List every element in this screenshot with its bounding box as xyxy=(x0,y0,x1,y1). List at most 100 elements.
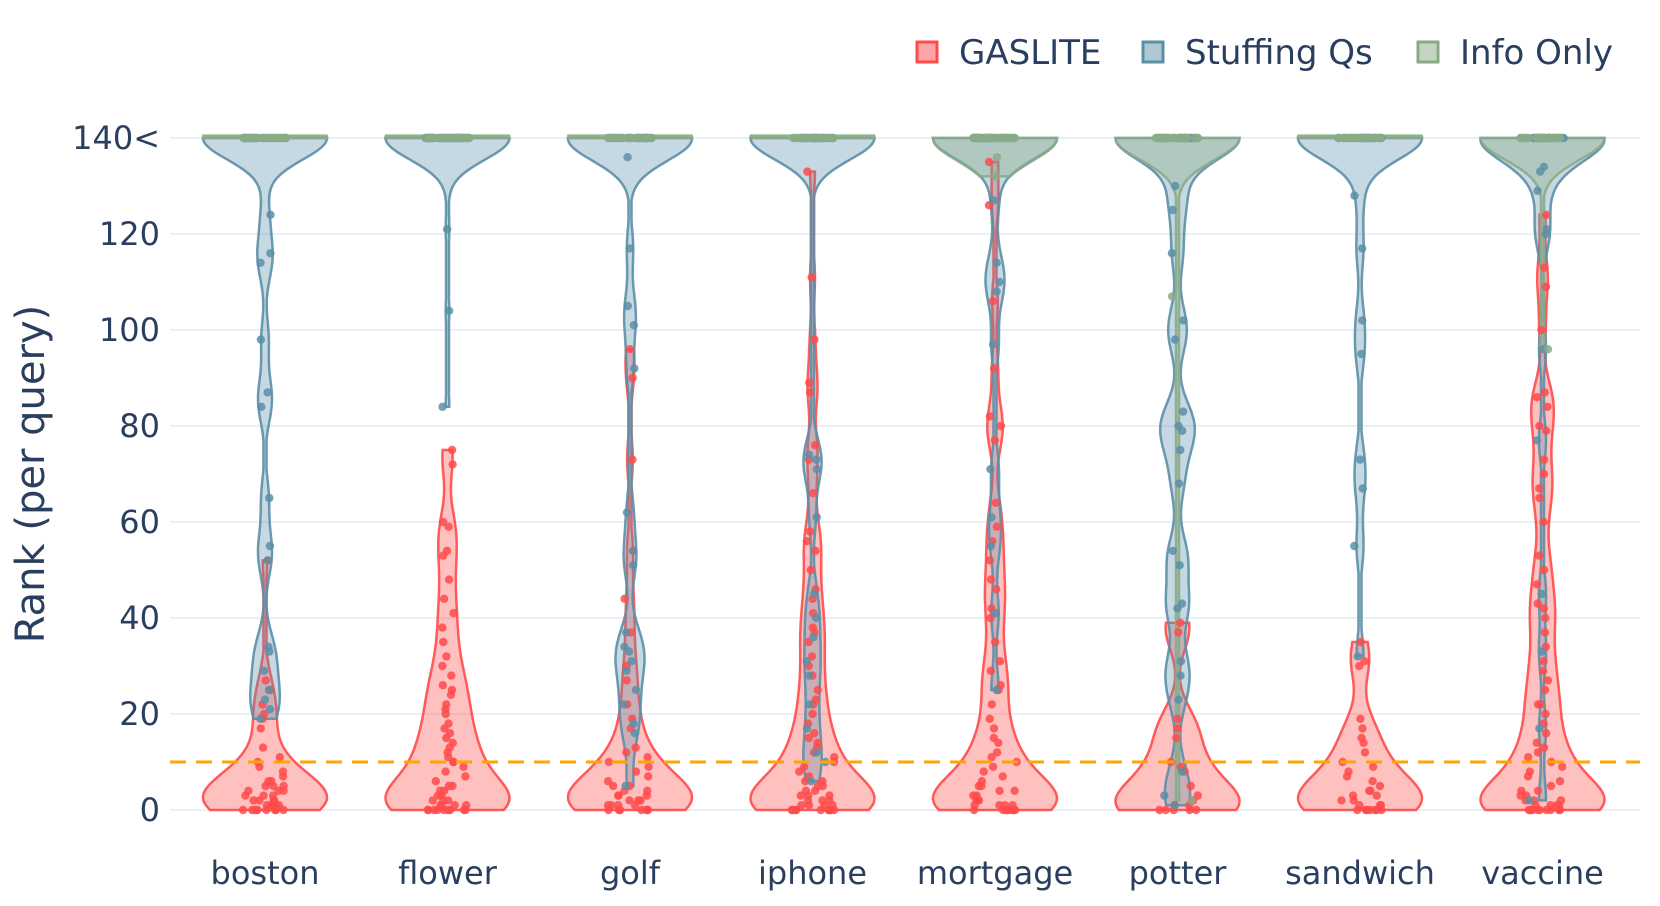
data-point xyxy=(265,541,275,551)
data-point xyxy=(810,133,819,143)
data-point xyxy=(442,652,451,661)
legend[interactable]: GASLITE Stuffing Qs Info Only xyxy=(915,33,1613,73)
data-point xyxy=(1333,133,1343,143)
data-point xyxy=(1357,133,1366,143)
data-point xyxy=(1176,618,1185,627)
data-point xyxy=(448,738,457,747)
data-point xyxy=(811,546,820,555)
data-point xyxy=(628,561,638,570)
data-point xyxy=(640,133,650,143)
x-category-labels: boston flower golf iphone mortgage potter sand… xyxy=(211,854,1604,892)
data-point xyxy=(622,508,632,517)
data-point xyxy=(266,249,275,258)
data-point xyxy=(1168,133,1177,143)
legend-swatch xyxy=(1141,40,1165,64)
data-point xyxy=(1517,133,1526,143)
data-point xyxy=(238,805,248,815)
data-point xyxy=(804,671,813,680)
data-point xyxy=(1008,801,1017,810)
data-point xyxy=(812,513,821,522)
data-point xyxy=(797,801,806,810)
data-point xyxy=(264,777,273,786)
data-point xyxy=(264,642,273,651)
data-point xyxy=(444,719,453,728)
data-point xyxy=(1532,738,1541,747)
data-point xyxy=(986,541,996,551)
data-point xyxy=(438,402,447,411)
data-point xyxy=(969,791,978,800)
data-point xyxy=(1533,748,1543,757)
data-point xyxy=(1360,748,1370,757)
data-point xyxy=(1176,671,1185,680)
data-point xyxy=(1537,647,1547,656)
data-point xyxy=(279,781,288,791)
data-point xyxy=(986,575,996,584)
data-point xyxy=(622,748,631,757)
legend-item[interactable]: Info Only xyxy=(1416,33,1613,73)
data-point xyxy=(448,460,457,469)
y-tick-labels: 0 20 40 60 80 100 120 140< xyxy=(72,119,160,829)
data-point xyxy=(462,801,471,810)
data-point xyxy=(1535,493,1544,503)
data-point xyxy=(809,633,818,642)
x-category-label: iphone xyxy=(758,854,867,892)
data-point xyxy=(256,724,265,733)
data-point xyxy=(619,700,629,709)
data-point xyxy=(1532,580,1542,589)
y-tick-label: 100 xyxy=(99,311,160,349)
data-point xyxy=(623,301,632,311)
data-point xyxy=(1348,791,1358,800)
data-point xyxy=(1532,436,1542,445)
data-point xyxy=(1358,316,1367,325)
data-point xyxy=(1161,805,1171,815)
data-point xyxy=(1375,781,1385,791)
legend-item[interactable]: GASLITE xyxy=(915,33,1101,73)
data-point xyxy=(990,436,999,445)
data-point xyxy=(449,609,458,618)
data-point xyxy=(261,133,271,143)
data-point xyxy=(257,402,266,411)
legend-item[interactable]: Stuffing Qs xyxy=(1141,33,1373,73)
data-point xyxy=(810,729,819,738)
data-point xyxy=(431,777,440,786)
data-point xyxy=(1178,407,1188,416)
data-point xyxy=(812,748,821,757)
data-point xyxy=(621,628,631,637)
data-point xyxy=(1355,801,1364,810)
data-point xyxy=(643,805,653,815)
data-point xyxy=(806,565,815,575)
data-point xyxy=(1558,762,1567,771)
data-point xyxy=(1192,805,1201,815)
data-point xyxy=(802,724,812,733)
data-point xyxy=(251,133,260,143)
data-point xyxy=(1535,724,1544,733)
data-point xyxy=(643,753,652,762)
x-category-label: golf xyxy=(600,854,661,892)
violin-info-only xyxy=(1114,136,1241,802)
data-point xyxy=(998,772,1007,781)
data-point xyxy=(630,364,639,373)
data-point xyxy=(985,714,994,723)
data-point xyxy=(1366,786,1375,795)
data-point xyxy=(439,594,449,603)
data-point xyxy=(459,762,468,771)
data-point xyxy=(800,762,809,771)
data-point xyxy=(644,762,653,771)
data-point xyxy=(989,364,999,373)
data-point xyxy=(256,714,265,723)
legend-label: GASLITE xyxy=(959,33,1101,73)
data-point xyxy=(992,748,1002,757)
data-point xyxy=(624,133,633,143)
violin-gaslite xyxy=(384,448,511,812)
y-tick-label: 0 xyxy=(140,791,160,829)
data-point xyxy=(1176,133,1186,143)
data-point xyxy=(1168,205,1177,215)
data-point xyxy=(805,700,814,709)
data-point xyxy=(1000,801,1010,810)
data-point xyxy=(985,556,995,565)
data-point xyxy=(625,796,634,805)
data-point xyxy=(1538,666,1548,675)
data-point xyxy=(631,685,641,695)
data-point xyxy=(805,388,815,397)
data-point xyxy=(1340,133,1349,143)
